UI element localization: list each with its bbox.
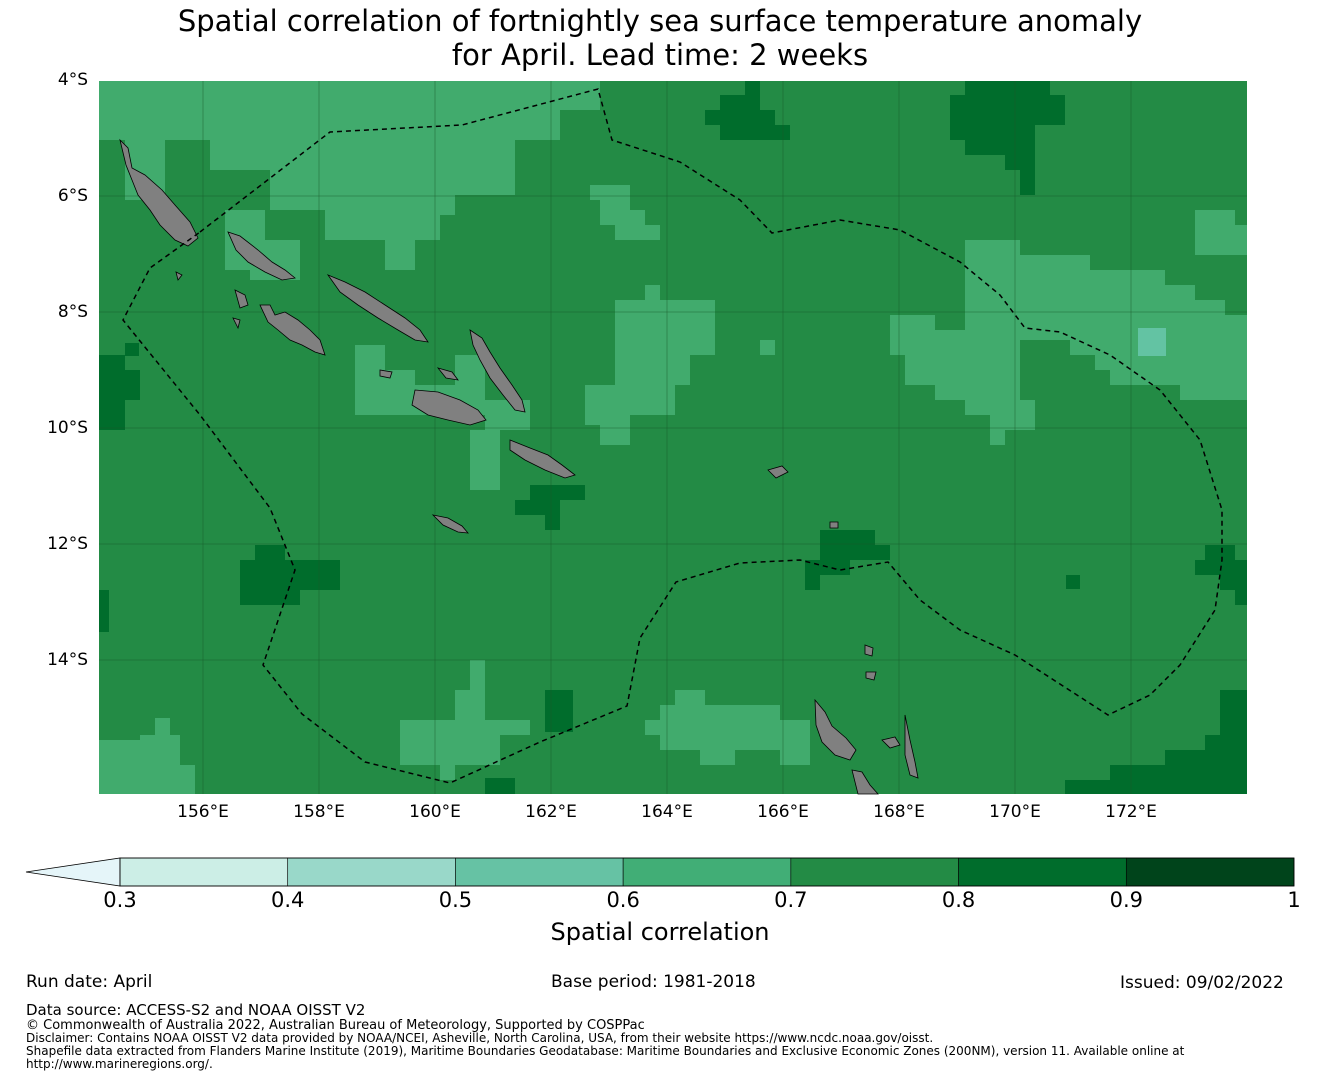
island-banks: [865, 671, 877, 681]
patch-south-west: [99, 735, 195, 794]
island-torres: [864, 644, 874, 657]
patch-central: [585, 285, 775, 445]
colorbar-title: Spatial correlation: [550, 918, 770, 946]
patch-dark-se: [1195, 545, 1247, 605]
lat-label-6s: 6°S: [57, 186, 88, 206]
issued-date: Issued: 09/02/2022: [1120, 973, 1284, 993]
patch-south-2: [645, 690, 810, 765]
patch-dark-north: [950, 81, 1065, 195]
island-ambrym: [904, 714, 919, 779]
patch-dark-north-2: [705, 81, 790, 140]
colorbar-tick-label: 1: [1287, 888, 1301, 912]
island-rennell: [431, 514, 469, 534]
lon-label-160e: 160°E: [409, 802, 461, 822]
lat-label-14s: 14°S: [47, 650, 88, 670]
patch-far-east: [1195, 210, 1247, 255]
patch-south-west-2: [155, 718, 170, 735]
colorbar-tick-label: 0.7: [774, 888, 808, 912]
shapefile-text-2: http://www.marineregions.org/.: [26, 1057, 213, 1071]
lon-label-156e: 156°E: [177, 802, 229, 822]
base-period: Base period: 1981-2018: [551, 972, 756, 992]
patch-dark-small-5: [125, 343, 139, 356]
patch-dark-sw: [240, 545, 340, 605]
data-source: Data source: ACCESS-S2 and NOAA OISST V2: [26, 1001, 366, 1019]
chart-title: Spatial correlation of fortnightly sea s…: [0, 4, 1320, 72]
copyright-text: © Commonwealth of Australia 2022, Austra…: [26, 1018, 645, 1033]
island-espiritu-santo: [814, 698, 857, 761]
island-small-1: [829, 521, 839, 529]
island-santa-cruz: [767, 465, 789, 479]
patch-dark-west: [99, 355, 140, 430]
island-small-2: [379, 369, 393, 379]
eez-boundary: [122, 88, 1223, 784]
lon-label-170e: 170°E: [989, 802, 1041, 822]
patch-north: [99, 81, 600, 270]
map-gridlines: [99, 81, 1247, 794]
disclaimer-text: Disclaimer: Contains NOAA OISST V2 data …: [26, 1031, 934, 1045]
patch-dark-south: [1065, 690, 1247, 794]
island-guadalcanal: [411, 389, 487, 426]
patch-south-1: [400, 660, 530, 780]
colorbar-tick-label: 0.6: [606, 888, 640, 912]
correlation-patches-0-8: [99, 81, 1247, 794]
island-bougainville: [119, 138, 199, 247]
title-line-1: Spatial correlation of fortnightly sea s…: [177, 4, 1143, 38]
patch-north-2: [99, 110, 165, 200]
island-makira: [509, 439, 576, 479]
island-small-4: [175, 271, 183, 281]
patch-east: [890, 240, 1247, 445]
patch-0-5-0-6: [1138, 328, 1166, 356]
island-santa-isabel: [326, 274, 429, 343]
lon-label-158e: 158°E: [293, 802, 345, 822]
patch-upper-mid: [590, 185, 660, 240]
lon-label-172e: 172°E: [1105, 802, 1157, 822]
lat-label-4s: 4°S: [57, 70, 88, 90]
lon-label-168e: 168°E: [873, 802, 925, 822]
correlation-patches-0-6: [99, 81, 1247, 794]
patch-dark-small-4: [1066, 575, 1080, 589]
run-date: Run date: April: [26, 972, 153, 992]
island-new-georgia: [259, 304, 326, 356]
island-malakula: [881, 736, 901, 749]
island-small-3: [436, 367, 459, 381]
colorbar-tick-label: 0.5: [438, 888, 473, 912]
patch-dark-small: [545, 690, 573, 732]
colorbar-tick-label: 0.9: [1109, 888, 1143, 912]
land-masses: [119, 138, 919, 795]
lat-label-10s: 10°S: [47, 418, 88, 438]
island-small-5: [232, 317, 241, 330]
island-efate: [851, 769, 879, 795]
colorbar-tick-label: 0.3: [103, 888, 137, 912]
patch-dark-small-2: [99, 590, 109, 632]
shapefile-text-1: Shapefile data extracted from Flanders M…: [26, 1044, 1185, 1058]
colorbar-tick-label: 0.8: [941, 888, 976, 912]
title-line-2: for April. Lead time: 2 weeks: [451, 38, 869, 72]
patch-mid-lower: [355, 345, 530, 490]
patch-dark-mid: [515, 485, 585, 530]
patch-dark-small-3: [485, 778, 515, 794]
patch-dark-east: [805, 530, 890, 590]
island-vella-lavella: [234, 289, 249, 309]
lon-label-164e: 164°E: [641, 802, 693, 822]
island-malaita: [469, 329, 526, 413]
patch-west-islands: [225, 210, 300, 280]
colorbar-tick-label: 0.4: [271, 888, 305, 912]
island-choiseul: [227, 231, 296, 281]
lon-label-162e: 162°E: [525, 802, 577, 822]
lat-label-12s: 12°S: [47, 534, 88, 554]
lat-label-8s: 8°S: [57, 302, 88, 322]
lon-label-166e: 166°E: [757, 802, 809, 822]
